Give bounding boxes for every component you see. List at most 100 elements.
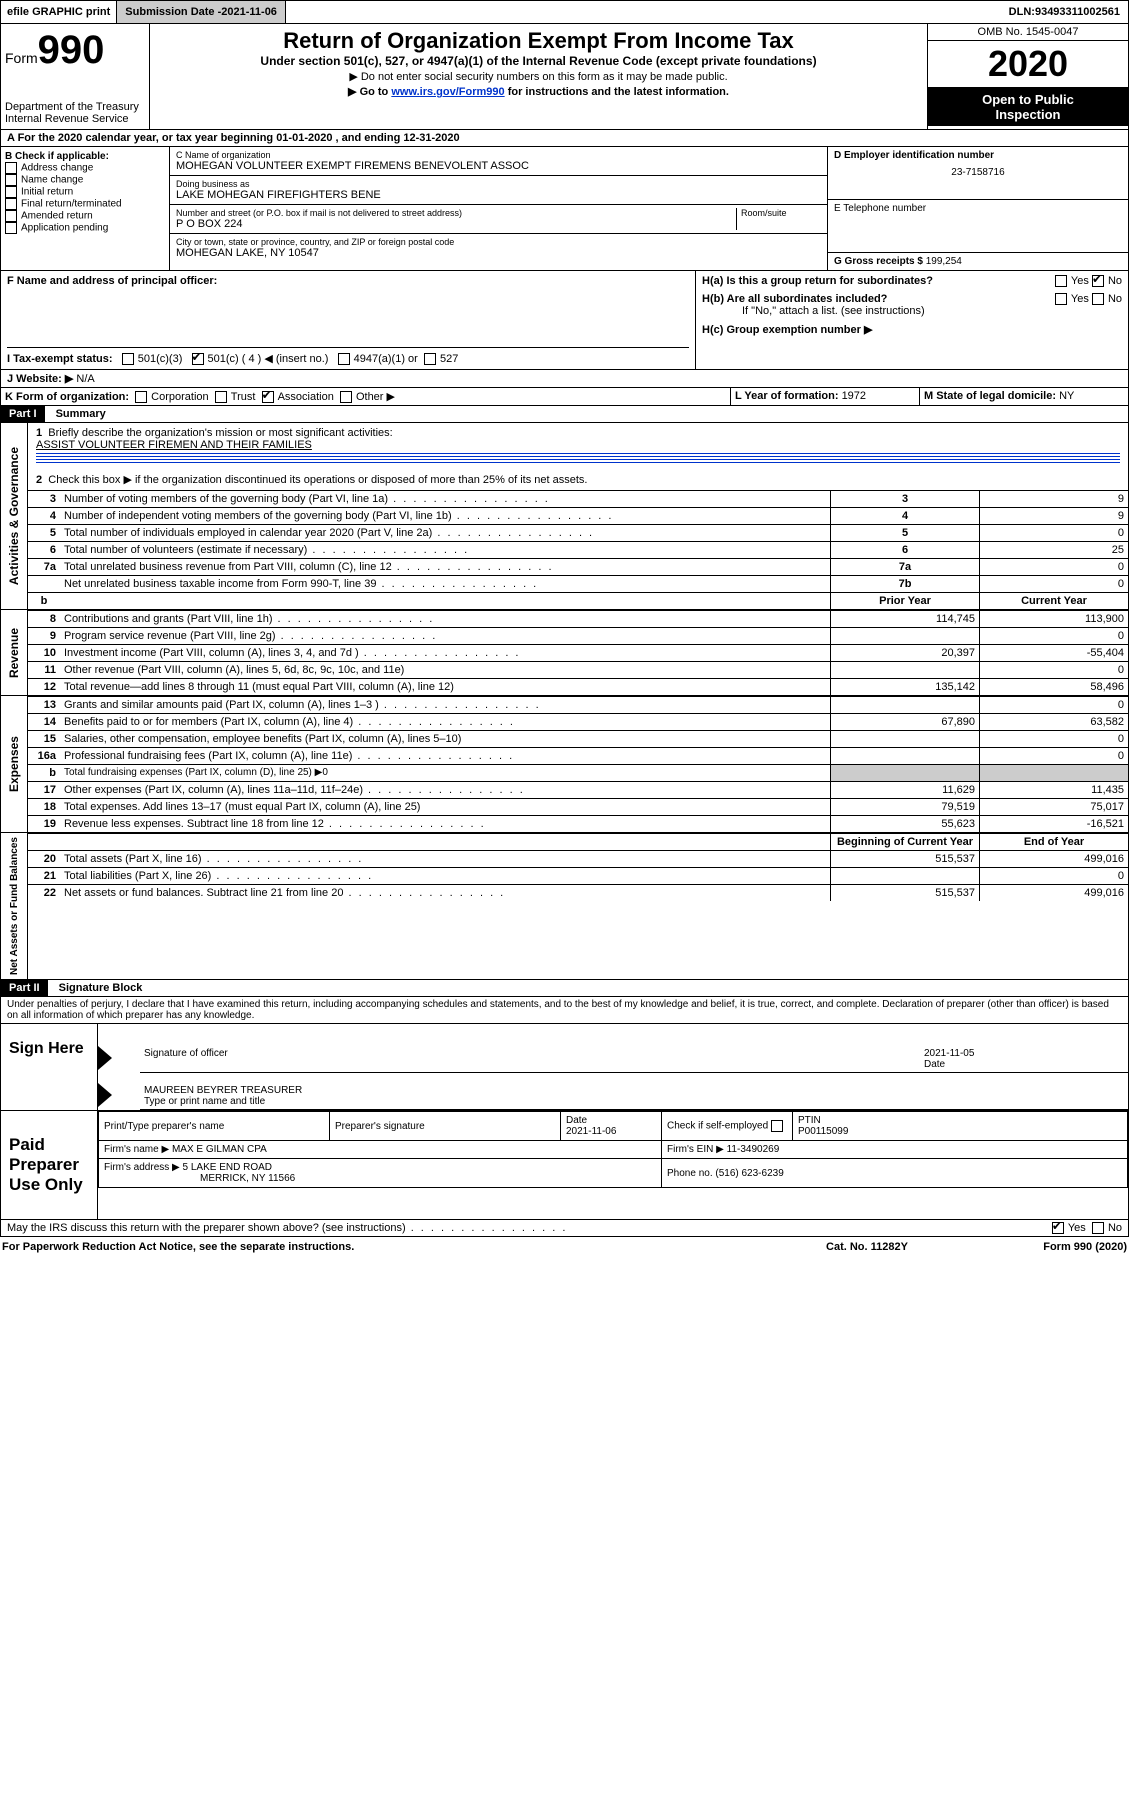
hb-no[interactable] <box>1092 293 1104 305</box>
form-header: Form990 Department of the Treasury Inter… <box>0 24 1129 130</box>
side-exp: Expenses <box>5 732 23 796</box>
instruction-2: ▶ Do not enter social security numbers o… <box>158 70 919 83</box>
preparer-table: Print/Type preparer's name Preparer's si… <box>98 1111 1128 1188</box>
addr-value: P O BOX 224 <box>176 218 732 230</box>
checkbox-final[interactable] <box>5 198 17 210</box>
revenue: Revenue 8Contributions and grants (Part … <box>0 610 1129 696</box>
expenses-table: 13Grants and similar amounts paid (Part … <box>28 696 1128 832</box>
subtitle-1: Under section 501(c), 527, or 4947(a)(1)… <box>158 54 919 68</box>
q2-text: Check this box ▶ if the organization dis… <box>48 474 587 486</box>
checkbox-pending[interactable] <box>5 222 17 234</box>
dln: DLN: 93493311002561 <box>1001 1 1128 23</box>
part-ii-header: Part II Signature Block <box>0 980 1129 997</box>
sig-officer-label: Signature of officer <box>144 1048 924 1070</box>
state-domicile: NY <box>1059 390 1074 402</box>
officer-name: MAUREEN BEYRER TREASURER <box>144 1085 302 1096</box>
line-k-lm: K Form of organization: Corporation Trus… <box>0 388 1129 406</box>
efile-label: efile GRAPHIC print <box>1 1 117 23</box>
firm-name: MAX E GILMAN CPA <box>172 1144 267 1155</box>
form-page: Form 990 (2020) <box>967 1241 1127 1253</box>
chk-501c[interactable] <box>192 353 204 365</box>
gross-value: 199,254 <box>926 256 962 267</box>
line-a: A For the 2020 calendar year, or tax yea… <box>0 130 1129 147</box>
line-j: J Website: ▶ N/A <box>0 370 1129 388</box>
sign-here-label: Sign Here <box>1 1024 97 1110</box>
firm-phone: (516) 623-6239 <box>715 1168 783 1179</box>
pp-sig-label: Preparer's signature <box>330 1112 561 1141</box>
dba-value: LAKE MOHEGAN FIREFIGHTERS BENE <box>176 189 821 201</box>
pp-name-label: Print/Type preparer's name <box>99 1112 330 1141</box>
addr-label: Number and street (or P.O. box if mail i… <box>176 208 732 218</box>
pp-selfemp: Check if self-employed <box>667 1121 768 1132</box>
side-rev: Revenue <box>5 624 23 682</box>
section-f-label: F Name and address of principal officer: <box>7 275 217 287</box>
paid-preparer-label: Paid Preparer Use Only <box>1 1111 97 1219</box>
k-corp[interactable] <box>135 391 147 403</box>
cat-no: Cat. No. 11282Y <box>767 1241 967 1253</box>
ein-label: D Employer identification number <box>834 150 994 161</box>
firm-ein: 11-3490269 <box>727 1144 780 1155</box>
part-i-header: Part I Summary <box>0 406 1129 423</box>
netassets-table: Beginning of Current YearEnd of Year 20T… <box>28 833 1128 901</box>
city-label: City or town, state or province, country… <box>176 237 821 247</box>
checkbox-name[interactable] <box>5 174 17 186</box>
discuss-no[interactable] <box>1092 1222 1104 1234</box>
side-na: Net Assets or Fund Balances <box>7 833 22 979</box>
pp-date: 2021-11-06 <box>566 1126 616 1137</box>
chk-4947[interactable] <box>338 353 350 365</box>
sign-arrow-icon-2 <box>98 1083 112 1107</box>
k-trust[interactable] <box>215 391 227 403</box>
h-b: H(b) Are all subordinates included? Yes … <box>702 293 1122 305</box>
org-name-label: C Name of organization <box>176 150 821 160</box>
top-bar: efile GRAPHIC print Submission Date - 20… <box>0 0 1129 24</box>
gross-label: G Gross receipts $ <box>834 256 926 267</box>
tax-exempt-label: I Tax-exempt status: <box>7 353 113 365</box>
form990-link[interactable]: www.irs.gov/Form990 <box>391 86 504 98</box>
h-c: H(c) Group exemption number ▶ <box>702 323 1122 336</box>
checkbox-address[interactable] <box>5 162 17 174</box>
sign-here-block: Sign Here Signature of officer2021-11-05… <box>0 1024 1129 1111</box>
open-public: Open to PublicInspection <box>928 88 1128 126</box>
mission-text: ASSIST VOLUNTEER FIREMEN AND THEIR FAMIL… <box>36 439 312 451</box>
section-f-h: F Name and address of principal officer:… <box>0 271 1129 370</box>
chk-501c3[interactable] <box>122 353 134 365</box>
pra-notice: For Paperwork Reduction Act Notice, see … <box>2 1241 767 1253</box>
discuss-row: May the IRS discuss this return with the… <box>0 1220 1129 1237</box>
paid-preparer-block: Paid Preparer Use Only Print/Type prepar… <box>0 1111 1129 1220</box>
activities-governance: Activities & Governance 1 Briefly descri… <box>0 423 1129 610</box>
sig-date: 2021-11-05 <box>924 1048 974 1059</box>
section-b-to-g: B Check if applicable: Address change Na… <box>0 147 1129 271</box>
section-c: C Name of organization MOHEGAN VOLUNTEER… <box>170 147 827 270</box>
dba-label: Doing business as <box>176 179 821 189</box>
ein-value: 23-7158716 <box>834 167 1122 178</box>
declaration: Under penalties of perjury, I declare th… <box>0 997 1129 1024</box>
phone-label: E Telephone number <box>834 203 926 214</box>
ha-no[interactable] <box>1092 275 1104 287</box>
section-d-e-g: D Employer identification number 23-7158… <box>827 147 1128 270</box>
submission-date-button[interactable]: Submission Date - 2021-11-06 <box>117 1 286 23</box>
form-title: Return of Organization Exempt From Incom… <box>158 28 919 54</box>
checkbox-amended[interactable] <box>5 210 17 222</box>
chk-selfemp[interactable] <box>771 1120 783 1132</box>
net-assets: Net Assets or Fund Balances Beginning of… <box>0 833 1129 980</box>
city-value: MOHEGAN LAKE, NY 10547 <box>176 247 821 259</box>
h-b-note: If "No," attach a list. (see instruction… <box>742 305 1122 317</box>
spacer <box>286 1 1001 23</box>
firm-addr1: 5 LAKE END ROAD <box>183 1162 272 1173</box>
side-ag: Activities & Governance <box>5 443 23 589</box>
year-formation: 1972 <box>842 390 866 402</box>
footer: For Paperwork Reduction Act Notice, see … <box>0 1237 1129 1257</box>
checkbox-initial[interactable] <box>5 186 17 198</box>
sign-arrow-icon <box>98 1046 112 1070</box>
h-a: H(a) Is this a group return for subordin… <box>702 275 1122 287</box>
k-assoc[interactable] <box>262 391 274 403</box>
irs-label: Internal Revenue Service <box>5 113 145 125</box>
dept-label: Department of the Treasury <box>5 101 145 113</box>
k-other[interactable] <box>340 391 352 403</box>
q1-text: Briefly describe the organization's miss… <box>48 427 392 439</box>
ha-yes[interactable] <box>1055 275 1067 287</box>
org-name: MOHEGAN VOLUNTEER EXEMPT FIREMENS BENEVO… <box>176 160 821 172</box>
hb-yes[interactable] <box>1055 293 1067 305</box>
discuss-yes[interactable] <box>1052 1222 1064 1234</box>
chk-527[interactable] <box>424 353 436 365</box>
